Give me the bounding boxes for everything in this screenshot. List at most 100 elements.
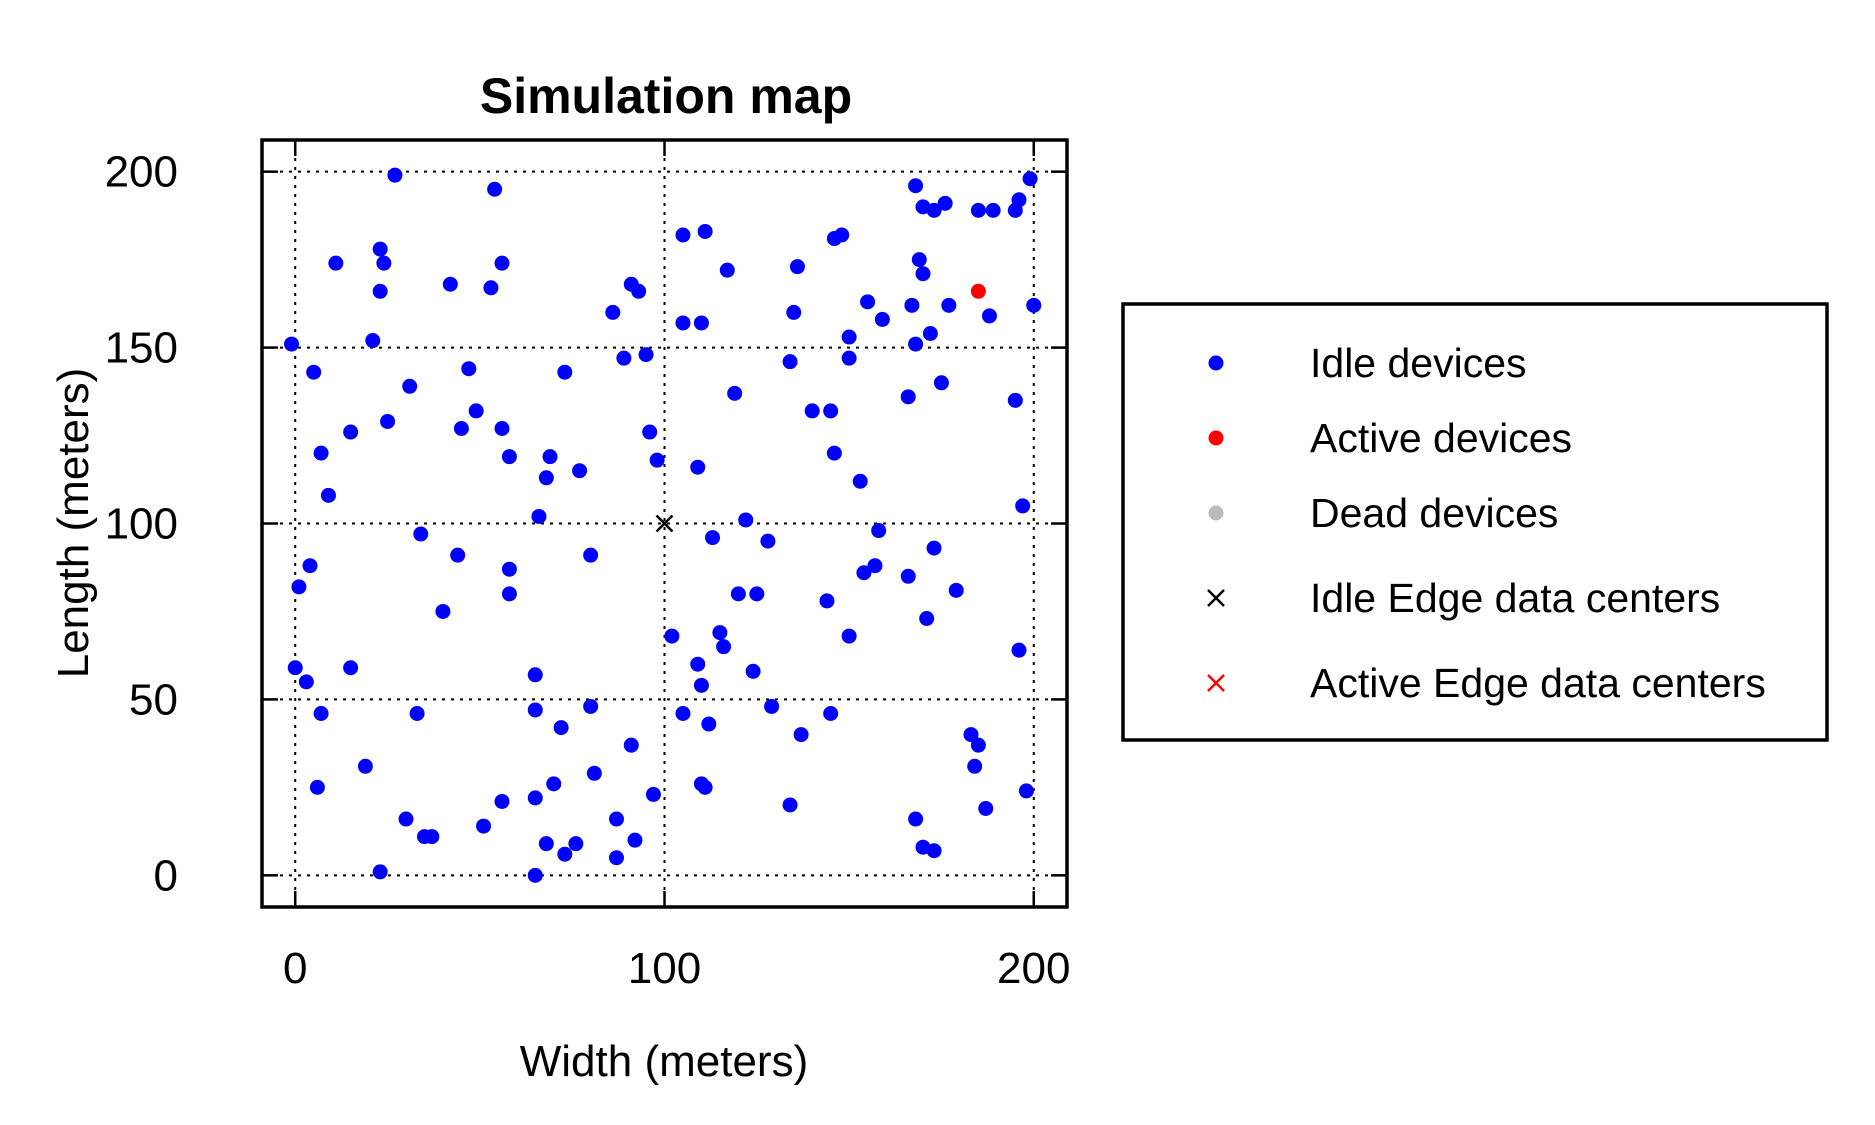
idle-devices-point	[309, 779, 325, 795]
idle-devices-point	[608, 811, 624, 827]
legend-marker	[1207, 674, 1225, 692]
idle-devices-point	[642, 424, 658, 440]
idle-devices-point	[387, 167, 403, 183]
idle-devices-point	[712, 625, 728, 641]
plot-points	[284, 167, 1042, 883]
idle-devices-point	[716, 639, 732, 655]
idle-devices-point	[690, 656, 706, 672]
idle-devices-point	[616, 350, 632, 366]
idle-devices-point	[826, 445, 842, 461]
active-devices-point	[970, 283, 986, 299]
idle-devices-point	[693, 677, 709, 693]
idle-devices-point	[1018, 783, 1034, 799]
idle-devices-point	[638, 347, 654, 363]
grid	[262, 140, 1067, 907]
legend-label: Idle devices	[1310, 340, 1527, 386]
idle-devices-point	[871, 523, 887, 539]
idle-devices-point	[1011, 192, 1027, 208]
idle-devices-point	[298, 674, 314, 690]
idle-devices-point	[1015, 498, 1031, 514]
idle-devices-point	[494, 255, 510, 271]
idle-devices-point	[852, 473, 868, 489]
idle-devices-point	[343, 660, 359, 676]
idle-devices-point	[376, 255, 392, 271]
y-tick-label: 200	[105, 148, 178, 197]
idle-devices-point	[705, 530, 721, 546]
idle-devices-point	[675, 705, 691, 721]
idle-devices-point	[793, 727, 809, 743]
idle-devices-point	[538, 470, 554, 486]
idle-devices-point	[841, 628, 857, 644]
idle-devices-point	[442, 276, 458, 292]
idle-devices-point	[645, 786, 661, 802]
idle-devices-point	[782, 797, 798, 813]
idle-devices-point	[782, 354, 798, 370]
legend-label: Idle Edge data centers	[1310, 575, 1720, 621]
idle-devices-point	[675, 227, 691, 243]
idle-devices-point	[970, 737, 986, 753]
idle-devices-point	[926, 202, 942, 218]
idle-devices-point	[919, 610, 935, 626]
idle-devices-point	[719, 262, 735, 278]
idle-devices-point	[372, 864, 388, 880]
idle-devices-point	[583, 698, 599, 714]
x-tick-label: 200	[997, 944, 1070, 993]
legend-label: Active Edge data centers	[1310, 660, 1766, 706]
idle-devices-point	[608, 850, 624, 866]
idle-devices-point	[978, 800, 994, 816]
idle-devices-point	[627, 832, 643, 848]
idle-devices-point	[586, 765, 602, 781]
idle-devices-point	[738, 512, 754, 528]
legend-marker	[1208, 430, 1224, 446]
idle-devices-point	[904, 297, 920, 313]
idle-devices-point	[926, 540, 942, 556]
idle-devices-point	[468, 403, 484, 419]
idle-devices-point	[450, 547, 466, 563]
idle-devices-point	[546, 776, 562, 792]
idle-devices-point	[804, 403, 820, 419]
idle-devices-point	[527, 667, 543, 683]
idle-devices-point	[911, 252, 927, 268]
idle-devices-point	[402, 378, 418, 394]
idle-devices-point	[306, 364, 322, 380]
idle-devices-point	[967, 758, 983, 774]
idle-devices-point	[1011, 642, 1027, 658]
idle-devices-point	[1007, 392, 1023, 408]
idle-devices-point	[937, 195, 953, 211]
idle-devices-point	[568, 836, 584, 852]
idle-devices-point	[823, 705, 839, 721]
idle-devices-point	[915, 266, 931, 282]
idle-devices-point	[1022, 171, 1038, 187]
x-tick-label: 100	[628, 944, 701, 993]
y-tick-label: 100	[105, 500, 178, 549]
legend-marker	[1207, 589, 1225, 607]
idle-devices-point	[760, 533, 776, 549]
idle-devices-point	[343, 424, 359, 440]
idle-devices-point	[501, 449, 517, 465]
idle-devices-point	[941, 297, 957, 313]
x-tick-label: 0	[283, 944, 307, 993]
idle-devices-point	[908, 811, 924, 827]
idle-devices-point	[970, 202, 986, 218]
idle-devices-point	[372, 241, 388, 257]
idle-devices-point	[553, 720, 569, 736]
idle-devices-point	[701, 716, 717, 732]
legend-marker	[1208, 505, 1224, 521]
idle-devices-point	[398, 811, 414, 827]
y-tick-label: 0	[154, 851, 178, 900]
idle-devices-point	[435, 603, 451, 619]
idle-devices-point	[572, 463, 588, 479]
y-axis-label: Length (meters)	[49, 368, 98, 679]
legend-box	[1121, 302, 1829, 742]
idle-devices-point	[320, 487, 336, 503]
idle-devices-point	[819, 593, 835, 609]
idle-devices-point	[764, 698, 780, 714]
idle-devices-point	[690, 459, 706, 475]
idle-devices-point	[860, 294, 876, 310]
idle-devices-point	[476, 818, 492, 834]
idle-devices-point	[527, 867, 543, 883]
idle-devices-point	[745, 663, 761, 679]
idle-devices-point	[789, 259, 805, 275]
idle-devices-point	[1026, 297, 1042, 313]
